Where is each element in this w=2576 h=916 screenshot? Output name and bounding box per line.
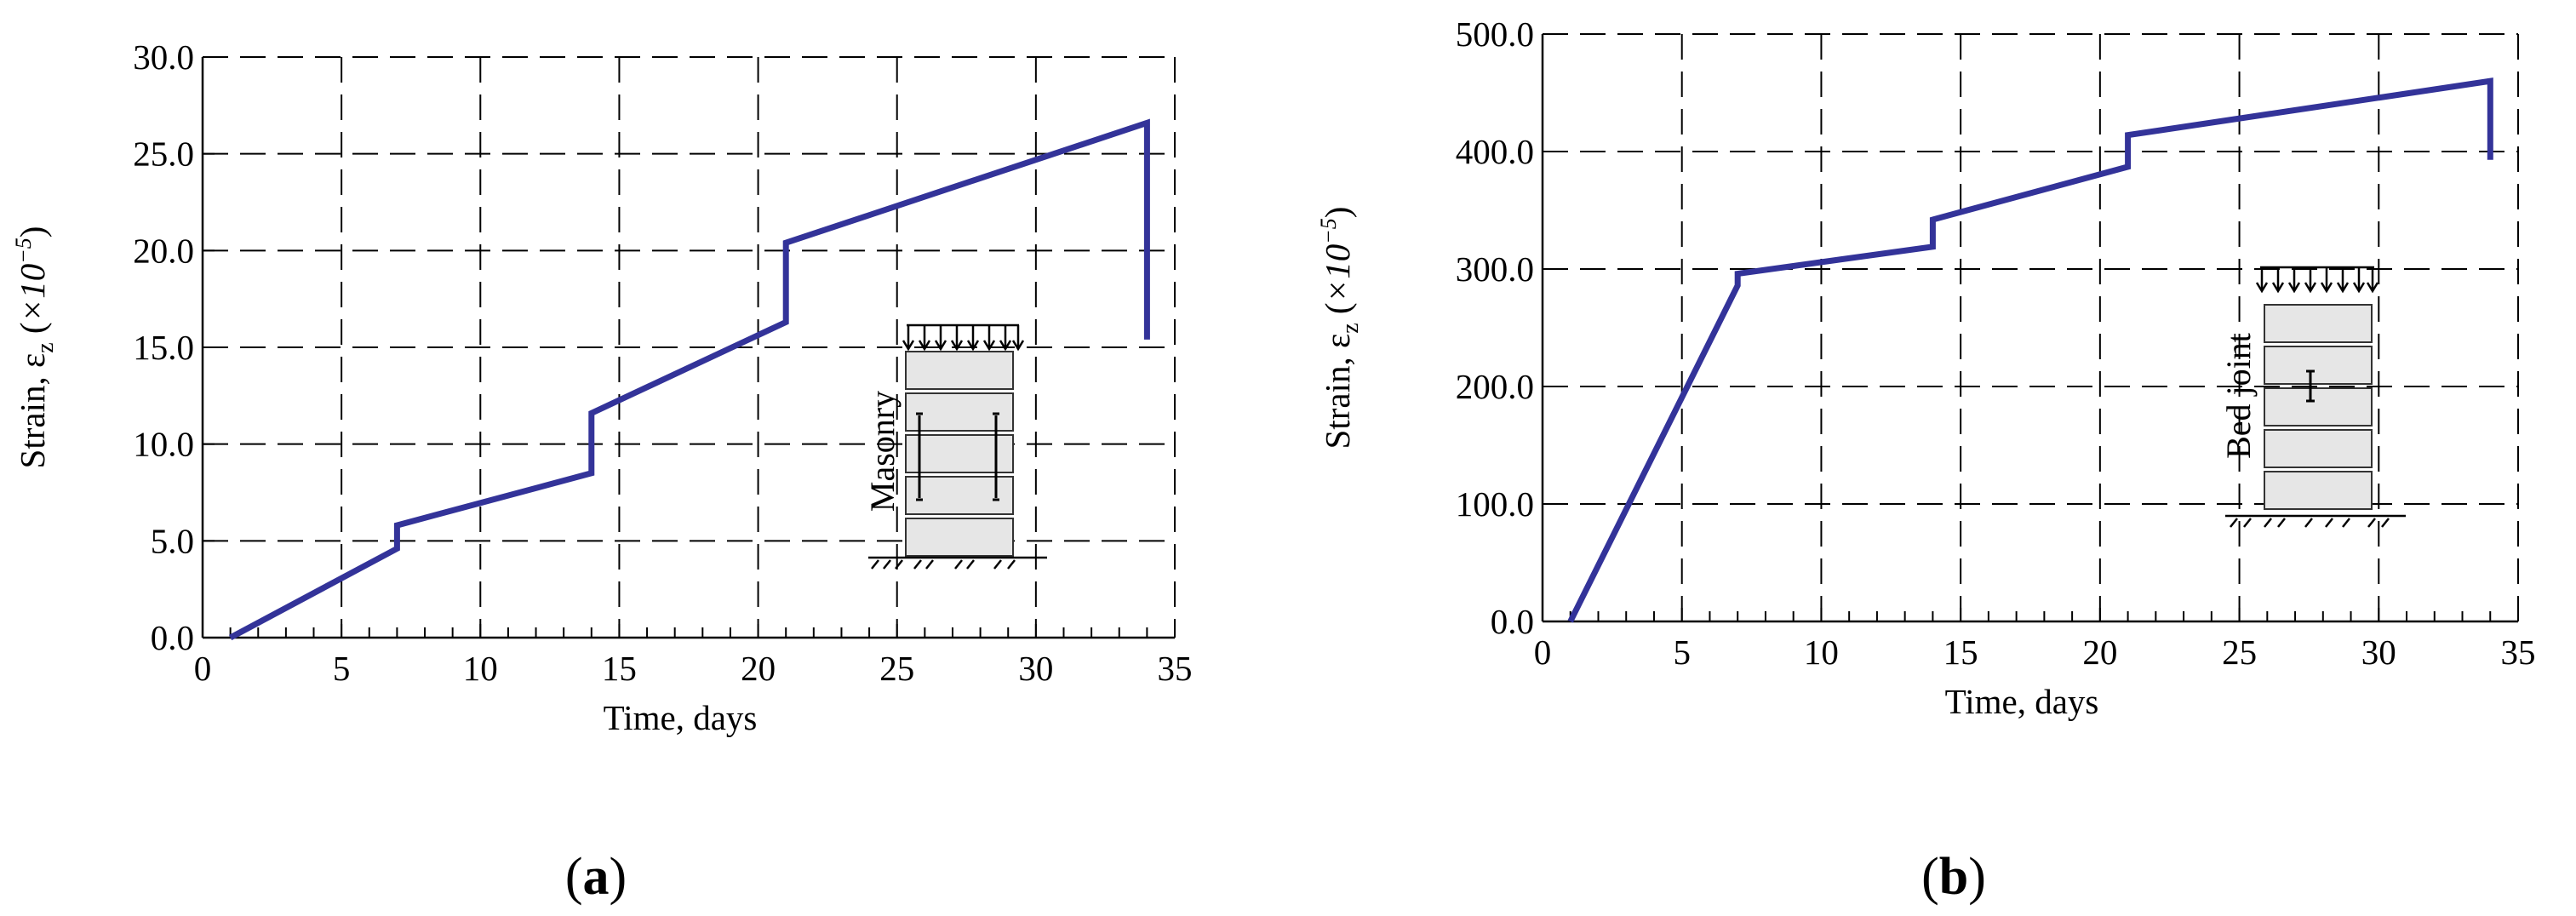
x-tick-label: 5: [1673, 633, 1691, 672]
x-axis-title: Time, days: [1945, 682, 2099, 721]
y-tick-label: 300.0: [1456, 249, 1534, 289]
panel-label-b-open: (: [1921, 848, 1939, 906]
load-arrows-a: [902, 323, 1025, 352]
ground-support-a: [868, 556, 1047, 570]
y-tick-label: 5.0: [151, 521, 194, 560]
ground-support-b: [2225, 514, 2406, 528]
panel-label-b-close: ): [1968, 848, 1986, 906]
x-tick-label: 10: [1804, 633, 1839, 672]
y-tick-label: 500.0: [1456, 14, 1534, 54]
x-tick-label: 20: [741, 649, 776, 688]
load-arrows-b: [2255, 266, 2379, 294]
series-line: [228, 118, 1150, 641]
inset-label-bed-joint: Bed joint: [2219, 333, 2258, 459]
y-tick-label: 200.0: [1456, 367, 1534, 406]
chart-a: 0 5 10 15 20 25 30 35 0.0 5.0 10.0 15.0 20.0 25.0 30.0…: [11, 37, 1193, 737]
panel-label-a-close: ): [610, 848, 627, 906]
bed-joint-inset: Bed joint: [2219, 266, 2406, 528]
x-tick-label: 35: [1158, 649, 1193, 688]
masonry-units-b: [2264, 304, 2373, 510]
inset-label-masonry: Masonry: [863, 391, 902, 512]
panel-label-a-open: (: [565, 848, 583, 906]
x-tick-label: 20: [2082, 633, 2117, 672]
x-tick-label: 15: [1943, 633, 1978, 672]
x-tick-label: 25: [2222, 633, 2257, 672]
y-tick-label: 400.0: [1456, 132, 1534, 171]
y-tick-label: 10.0: [133, 425, 194, 464]
strain-gauges-a: [916, 412, 999, 501]
x-tick-label: 25: [879, 649, 914, 688]
y-tick-label: 30.0: [133, 37, 194, 77]
y-tick-label: 0.0: [151, 618, 194, 657]
panel-label-a-letter: a: [583, 848, 610, 906]
x-tick-label: 15: [602, 649, 637, 688]
bed-joint-gauge: [2306, 369, 2315, 403]
x-tick-label: 30: [1018, 649, 1053, 688]
chart-b: 0 5 10 15 20 25 30 35 0.0 100.0 200.0 300.0 400.0 500…: [1316, 14, 2536, 721]
x-axis-title: Time, days: [604, 698, 758, 737]
masonry-prism-inset: Masonry: [863, 323, 1047, 570]
x-tick-label: 10: [463, 649, 498, 688]
panel-label-b: (b): [1921, 848, 1986, 906]
y-tick-label: 15.0: [133, 328, 194, 367]
x-tick-label: 35: [2501, 633, 2536, 672]
x-tick-label: 0: [1534, 633, 1552, 672]
y-axis-title: Strain, εz (×10−5): [1316, 207, 1364, 449]
y-axis-title: Strain, εz (×10−5): [11, 226, 59, 469]
y-tick-label: 100.0: [1456, 484, 1534, 524]
panel-label-b-letter: b: [1939, 848, 1968, 906]
x-tick-label: 5: [333, 649, 351, 688]
series-line: [1567, 77, 2493, 623]
x-tick-label: 0: [194, 649, 212, 688]
y-tick-label: 25.0: [133, 135, 194, 174]
y-tick-label: 20.0: [133, 231, 194, 270]
x-tick-label: 30: [2361, 633, 2396, 672]
y-tick-label: 0.0: [1491, 602, 1534, 641]
panel-label-a: (a): [565, 848, 627, 906]
